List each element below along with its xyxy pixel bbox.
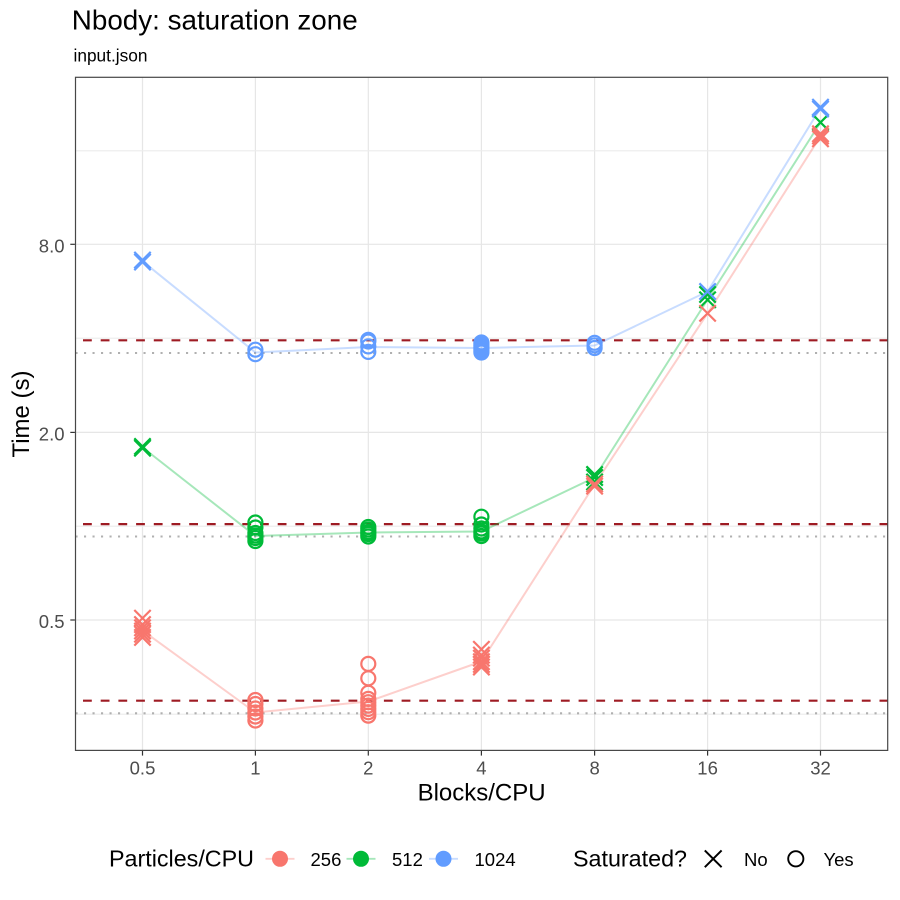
svg-text:4: 4	[476, 758, 486, 779]
svg-text:0.5: 0.5	[130, 758, 156, 779]
svg-text:2.0: 2.0	[39, 423, 65, 444]
svg-text:256: 256	[311, 849, 342, 870]
svg-text:Yes: Yes	[824, 849, 854, 870]
svg-text:Saturated?: Saturated?	[573, 845, 687, 871]
svg-text:No: No	[744, 849, 768, 870]
svg-text:input.json: input.json	[74, 46, 148, 66]
svg-text:2: 2	[363, 758, 373, 779]
svg-text:Blocks/CPU: Blocks/CPU	[418, 780, 546, 807]
svg-text:1024: 1024	[475, 849, 516, 870]
svg-text:32: 32	[810, 758, 831, 779]
svg-text:16: 16	[697, 758, 718, 779]
svg-text:1: 1	[250, 758, 260, 779]
svg-text:0.5: 0.5	[39, 611, 65, 632]
svg-text:512: 512	[392, 849, 423, 870]
svg-text:8: 8	[589, 758, 599, 779]
svg-text:Particles/CPU: Particles/CPU	[109, 845, 254, 871]
svg-text:8.0: 8.0	[39, 235, 65, 256]
svg-text:Time (s): Time (s)	[8, 370, 35, 457]
svg-text:Nbody: saturation zone: Nbody: saturation zone	[72, 5, 358, 36]
